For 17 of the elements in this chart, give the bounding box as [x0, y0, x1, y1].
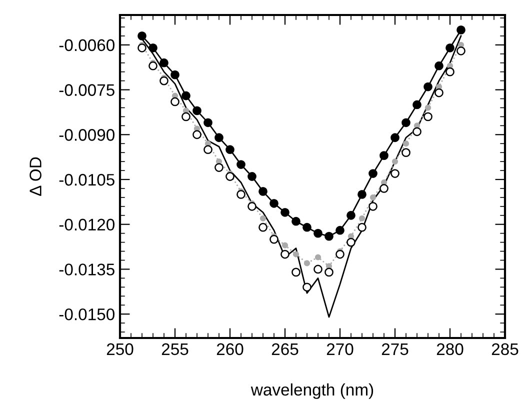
- y-tick-label: -0.0150: [59, 308, 114, 320]
- x-axis-title: wavelength (nm): [250, 383, 374, 399]
- x-tick-label: 255: [162, 343, 188, 356]
- y-tick-label: -0.0090: [59, 129, 114, 141]
- x-tick-label: 250: [106, 343, 134, 356]
- y-tick-label: -0.0060: [59, 39, 114, 52]
- x-tick-label: 280: [436, 343, 464, 356]
- y-tick-label: -0.0105: [59, 174, 114, 186]
- x-tick-label: 270: [326, 343, 354, 356]
- x-tick-label: 260: [216, 343, 244, 356]
- y-tick-label: -0.0075: [59, 84, 114, 96]
- x-tick-label: 285: [492, 343, 518, 356]
- x-tick-label: 265: [272, 343, 298, 356]
- y-axis-title: Δ OD: [30, 157, 42, 196]
- y-tick-label: -0.0120: [59, 218, 114, 231]
- y-tick-label: -0.0135: [59, 264, 114, 276]
- x-tick-label: 275: [382, 343, 408, 356]
